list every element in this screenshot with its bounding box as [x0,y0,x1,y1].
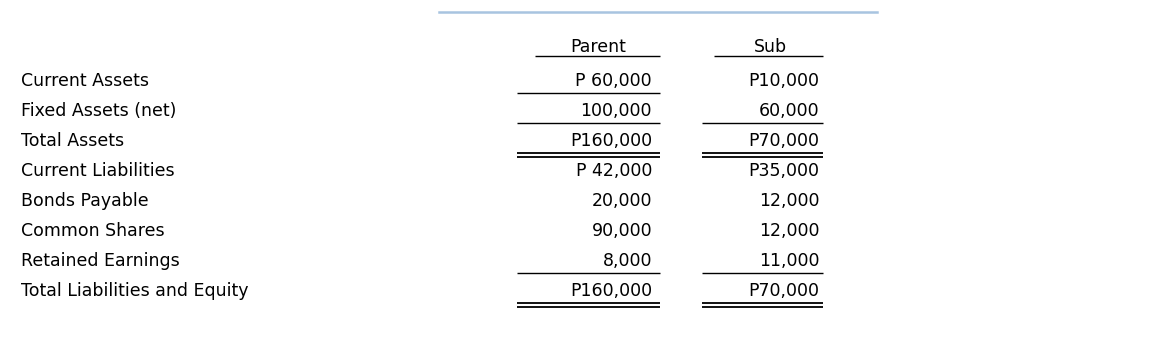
Text: P10,000: P10,000 [748,72,819,90]
Text: 11,000: 11,000 [759,252,819,270]
Text: 12,000: 12,000 [759,222,819,240]
Text: P70,000: P70,000 [748,282,819,300]
Text: Current Liabilities: Current Liabilities [21,162,174,180]
Text: P160,000: P160,000 [570,132,652,150]
Text: Parent: Parent [570,38,625,56]
Text: 90,000: 90,000 [591,222,652,240]
Text: Total Liabilities and Equity: Total Liabilities and Equity [21,282,248,300]
Text: Total Assets: Total Assets [21,132,123,150]
Text: 60,000: 60,000 [758,102,819,120]
Text: P35,000: P35,000 [748,162,819,180]
Text: 8,000: 8,000 [602,252,652,270]
Text: Retained Earnings: Retained Earnings [21,252,180,270]
Text: P 60,000: P 60,000 [576,72,652,90]
Text: P 42,000: P 42,000 [576,162,652,180]
Text: P160,000: P160,000 [570,282,652,300]
Text: 100,000: 100,000 [580,102,652,120]
Text: P70,000: P70,000 [748,132,819,150]
Text: 12,000: 12,000 [759,192,819,210]
Text: Current Assets: Current Assets [21,72,149,90]
Text: 20,000: 20,000 [592,192,652,210]
Text: Bonds Payable: Bonds Payable [21,192,149,210]
Text: Fixed Assets (net): Fixed Assets (net) [21,102,177,120]
Text: Sub: Sub [755,38,787,56]
Text: Common Shares: Common Shares [21,222,164,240]
